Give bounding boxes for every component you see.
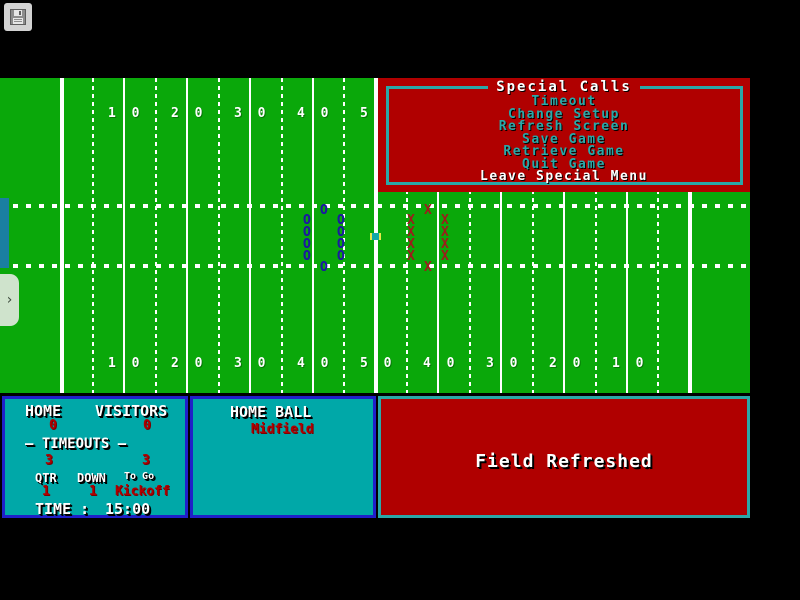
- offense-player[interactable]: O: [337, 213, 345, 228]
- time-value: 15:00: [105, 500, 151, 518]
- yard-line: [249, 78, 251, 393]
- defense-player[interactable]: X: [424, 260, 432, 275]
- defense-player[interactable]: X: [441, 213, 449, 228]
- five-yard-line: [218, 78, 220, 393]
- yard-number-top: 3 0: [234, 106, 270, 121]
- defense-player[interactable]: X: [424, 203, 432, 218]
- home-label: HOME: [25, 402, 62, 420]
- field-position: Midfield: [251, 422, 314, 437]
- home-timeouts: 3: [45, 453, 53, 468]
- yard-number-bottom: 1 0: [108, 356, 144, 371]
- time-label: TIME :: [35, 500, 90, 518]
- scoreboard-panel: HOME VISITORS 0 0 – TIMEOUTS – 3 3 QTR D…: [2, 396, 188, 518]
- yard-number-top: 1 0: [108, 106, 144, 121]
- defense-player[interactable]: X: [441, 249, 449, 264]
- yard-number-bottom: 3 0: [234, 356, 270, 371]
- offense-player[interactable]: O: [303, 213, 311, 228]
- status-message: Field Refreshed: [475, 451, 653, 472]
- five-yard-line: [595, 78, 597, 393]
- defense-player[interactable]: X: [407, 213, 415, 228]
- menu-item-save-game[interactable]: Save Game: [522, 131, 606, 147]
- yard-line: [563, 78, 565, 393]
- yard-line: [500, 78, 502, 393]
- defense-player[interactable]: X: [407, 249, 415, 264]
- possession-title: HOME BALL: [230, 403, 312, 421]
- five-yard-line: [532, 78, 534, 393]
- left-edge-strip: [0, 198, 9, 268]
- qtr-label: QTR: [35, 471, 57, 485]
- special-menu-title-text: Special Calls: [488, 79, 640, 95]
- yard-number-bottom: 1 0: [612, 356, 648, 371]
- hash-marks-lower: [0, 264, 750, 268]
- offense-player[interactable]: O: [320, 203, 328, 218]
- yard-number-top: 2 0: [171, 106, 207, 121]
- yard-number-bottom: 2 0: [171, 356, 207, 371]
- qtr-value: 1: [42, 484, 50, 499]
- sidebar-expand-tab[interactable]: ›: [0, 274, 19, 326]
- five-yard-line: [343, 78, 345, 393]
- goal-line-left: [60, 78, 64, 393]
- togo-label: To Go: [124, 471, 155, 482]
- toolbar: [0, 0, 800, 34]
- yard-number-bottom: 5 0: [360, 356, 396, 371]
- visitors-label: VISITORS: [95, 402, 168, 420]
- yard-number-bottom: 4 0: [297, 356, 333, 371]
- menu-item-retrieve-game[interactable]: Retrieve Game: [503, 144, 625, 159]
- yard-line: [312, 78, 314, 393]
- five-yard-line: [406, 78, 408, 393]
- visitors-timeouts: 3: [142, 453, 150, 468]
- five-yard-line: [281, 78, 283, 393]
- down-value: 1: [89, 484, 97, 499]
- yard-line: [437, 78, 439, 393]
- five-yard-line: [155, 78, 157, 393]
- yard-line: [186, 78, 188, 393]
- yard-number-top: 4 0: [297, 106, 333, 121]
- yard-number-bottom: 4 0: [423, 356, 459, 371]
- home-score: 0: [49, 418, 57, 433]
- yard-line: [123, 78, 125, 393]
- down-label: DOWN: [77, 471, 106, 485]
- menu-item-refresh-screen[interactable]: Refresh Screen: [498, 119, 630, 134]
- offense-player[interactable]: O: [337, 225, 345, 240]
- timeouts-label: – TIMEOUTS –: [25, 436, 127, 452]
- five-yard-line: [92, 78, 94, 393]
- menu-item-quit-game[interactable]: Quit Game: [522, 156, 606, 172]
- offense-player[interactable]: O: [337, 249, 345, 264]
- visitors-score: 0: [143, 418, 151, 433]
- menu-item-change-setup[interactable]: Change Setup: [508, 106, 620, 122]
- message-panel: Field Refreshed: [378, 396, 750, 518]
- goal-line-right: [688, 78, 692, 393]
- yard-line: [626, 78, 628, 393]
- menu-item-leave-special-menu[interactable]: Leave Special Menu: [480, 169, 648, 184]
- defense-player[interactable]: X: [441, 237, 449, 252]
- defense-player[interactable]: X: [407, 225, 415, 240]
- hash-marks-upper: [0, 204, 750, 208]
- offense-player[interactable]: O: [303, 225, 311, 240]
- yard-number-top: 5: [360, 106, 372, 121]
- offense-player-quarterback[interactable]: O: [320, 260, 328, 275]
- offense-player[interactable]: O: [303, 249, 311, 264]
- offense-player[interactable]: O: [303, 237, 311, 252]
- five-yard-line: [657, 78, 659, 393]
- special-menu-item-list: Timeout Change Setup Refresh Screen Save…: [378, 94, 750, 184]
- special-menu-title: Special Calls: [378, 79, 750, 95]
- chevron-right-icon: ›: [6, 292, 13, 308]
- floppy-disk-icon: [9, 8, 27, 26]
- menu-item-timeout[interactable]: Timeout: [531, 94, 597, 109]
- ball-spot-marker: [370, 233, 381, 240]
- five-yard-line: [469, 78, 471, 393]
- possession-panel: HOME BALL Midfield: [190, 396, 376, 518]
- save-button[interactable]: [4, 3, 32, 31]
- togo-value: Kickoff: [115, 484, 170, 499]
- offense-player[interactable]: O: [337, 237, 345, 252]
- defense-player[interactable]: X: [407, 237, 415, 252]
- defense-player[interactable]: X: [441, 225, 449, 240]
- yard-number-bottom: 2 0: [549, 356, 585, 371]
- yard-number-bottom: 3 0: [486, 356, 522, 371]
- special-calls-menu[interactable]: Special Calls Timeout Change Setup Refre…: [378, 78, 750, 192]
